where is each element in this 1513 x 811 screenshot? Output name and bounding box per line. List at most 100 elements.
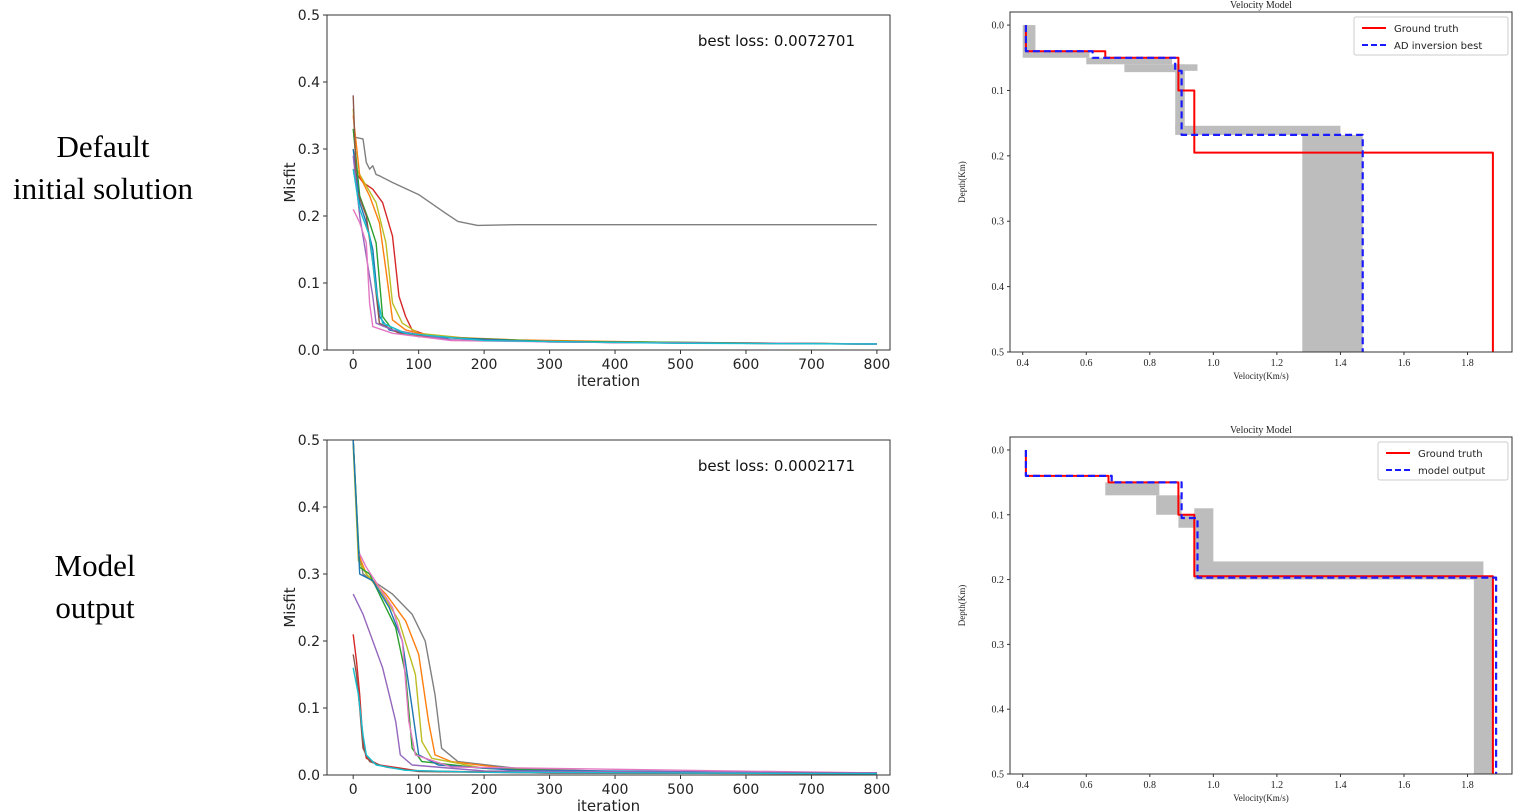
series-line-run7 bbox=[352, 95, 877, 345]
band-3 bbox=[1124, 64, 1179, 73]
best-loss-annotation: best loss: 0.0072701 bbox=[698, 32, 855, 50]
best-loss-annotation: best loss: 0.0002171 bbox=[698, 457, 855, 475]
y-tick-label: 0.0 bbox=[298, 768, 320, 784]
row-label-model-line2: output bbox=[55, 590, 135, 625]
series-line-run5 bbox=[352, 440, 877, 774]
band-6 bbox=[1175, 125, 1341, 135]
x-tick-label: 500 bbox=[667, 782, 694, 798]
x-tick-label: 700 bbox=[798, 782, 825, 798]
row-label-default-line1: Default bbox=[57, 129, 150, 164]
y-axis-label: Depth(Km) bbox=[957, 585, 967, 627]
y-axis-label: Misfit bbox=[281, 162, 299, 202]
uncertainty-bands bbox=[1105, 482, 1493, 774]
x-tick-label: 500 bbox=[667, 357, 694, 373]
x-tick-label: 800 bbox=[864, 357, 891, 373]
x-axis-label: iteration bbox=[577, 372, 640, 390]
legend-label: model output bbox=[1418, 466, 1485, 477]
band-4 bbox=[1175, 64, 1185, 130]
band-1 bbox=[1022, 51, 1090, 58]
x-tick-label: 1.2 bbox=[1271, 780, 1284, 791]
y-tick-label: 0.2 bbox=[992, 151, 1005, 162]
series-line-run5 bbox=[352, 128, 877, 345]
x-tick-label: 1.0 bbox=[1207, 358, 1220, 369]
band-7 bbox=[1302, 134, 1363, 352]
legend: Ground truth AD inversion best bbox=[1353, 16, 1509, 56]
x-tick-label: 1.0 bbox=[1207, 780, 1220, 791]
x-tick-label: 400 bbox=[602, 357, 629, 373]
y-tick-label: 0.3 bbox=[992, 217, 1005, 228]
band-5 bbox=[1473, 576, 1493, 774]
series-line-run7 bbox=[352, 593, 877, 774]
series-group bbox=[1024, 450, 1498, 774]
legend-box bbox=[1377, 441, 1509, 481]
series-group bbox=[352, 95, 877, 345]
legend-label: Ground truth bbox=[1394, 24, 1459, 35]
legend-label: AD inversion best bbox=[1394, 41, 1482, 52]
y-tick-label: 0.1 bbox=[992, 510, 1005, 521]
x-tick-label: 100 bbox=[405, 357, 432, 373]
y-tick-label: 0.5 bbox=[298, 8, 320, 24]
x-tick-label: 600 bbox=[733, 782, 760, 798]
series-line-run1 bbox=[352, 135, 877, 227]
series-line-run6 bbox=[359, 553, 877, 774]
x-tick-label: 1.4 bbox=[1334, 358, 1347, 369]
series-group bbox=[1024, 25, 1494, 352]
x-tick-label: 400 bbox=[602, 782, 629, 798]
row-label-model-line1: Model bbox=[55, 548, 136, 583]
y-tick-label: 0.2 bbox=[298, 634, 320, 650]
y-tick-label: 0.1 bbox=[992, 86, 1005, 97]
x-tick-label: 800 bbox=[864, 782, 891, 798]
y-tick-label: 0.3 bbox=[298, 142, 320, 158]
x-tick-label: 300 bbox=[536, 357, 563, 373]
y-axis-label: Depth(Km) bbox=[957, 161, 967, 203]
series-line-run9 bbox=[352, 208, 877, 345]
band-4 bbox=[1194, 561, 1484, 580]
series-line-ground-truth bbox=[1024, 25, 1494, 352]
y-tick-label: 0.3 bbox=[992, 640, 1005, 651]
x-axis-label: Velocity(Km/s) bbox=[1233, 793, 1289, 803]
velocity-chart-default: 0.4 0.6 0.8 1.0 1.2 1.4 1.6 1.8 0.0 0.1 0.2 0.3 0.4 0… bbox=[957, 0, 1513, 381]
band-0 bbox=[1105, 482, 1160, 496]
band-2 bbox=[1086, 57, 1173, 65]
y-tick-label: 0.1 bbox=[298, 701, 320, 717]
misfit-chart-model: 0 100 200 300 400 500 600 700 800 0.0 0.1 0.2 0.3 0.4… bbox=[281, 433, 891, 811]
x-tick-label: 100 bbox=[405, 782, 432, 798]
plot-frame bbox=[1009, 436, 1513, 775]
y-tick-label: 0.1 bbox=[298, 276, 320, 292]
y-tick-label: 0.0 bbox=[298, 343, 320, 359]
plot-frame bbox=[326, 14, 891, 351]
row-label-default-line2: initial solution bbox=[13, 171, 193, 206]
y-tick-label: 0.5 bbox=[992, 770, 1005, 781]
series-line-run9 bbox=[352, 654, 877, 775]
band-0 bbox=[1022, 25, 1036, 52]
series-line-run10 bbox=[352, 667, 877, 775]
series-line-run2 bbox=[352, 440, 877, 774]
series-line-run4 bbox=[352, 115, 877, 345]
plot-frame bbox=[1009, 11, 1513, 353]
x-tick-label: 1.8 bbox=[1461, 358, 1474, 369]
band-3 bbox=[1194, 508, 1214, 577]
series-line-run1 bbox=[352, 440, 877, 774]
velocity-chart-model: 0.4 0.6 0.8 1.0 1.2 1.4 1.6 1.8 0.0 0.1 0.2 0.3 0.4 0… bbox=[957, 425, 1513, 803]
x-tick-label: 0.6 bbox=[1080, 358, 1093, 369]
series-line-model-output bbox=[1024, 450, 1498, 774]
series-line-run6 bbox=[352, 148, 877, 345]
y-axis-label: Misfit bbox=[281, 587, 299, 627]
x-tick-label: 1.8 bbox=[1461, 780, 1474, 791]
band-1 bbox=[1156, 495, 1182, 515]
y-tick-label: 0.4 bbox=[992, 705, 1005, 716]
legend-box bbox=[1353, 16, 1509, 56]
x-tick-label: 700 bbox=[798, 357, 825, 373]
y-tick-label: 0.4 bbox=[992, 282, 1005, 293]
x-tick-label: 1.2 bbox=[1271, 358, 1284, 369]
x-tick-label: 0.4 bbox=[1016, 358, 1029, 369]
x-tick-label: 1.6 bbox=[1398, 780, 1411, 791]
legend-label: Ground truth bbox=[1418, 449, 1483, 460]
uncertainty-bands bbox=[1022, 25, 1363, 352]
x-tick-label: 1.4 bbox=[1334, 780, 1347, 791]
y-tick-label: 0.0 bbox=[992, 445, 1005, 456]
series-line-run2 bbox=[352, 168, 877, 345]
series-line-run8 bbox=[352, 155, 877, 345]
series-line-ad-inversion-best bbox=[1024, 25, 1364, 352]
